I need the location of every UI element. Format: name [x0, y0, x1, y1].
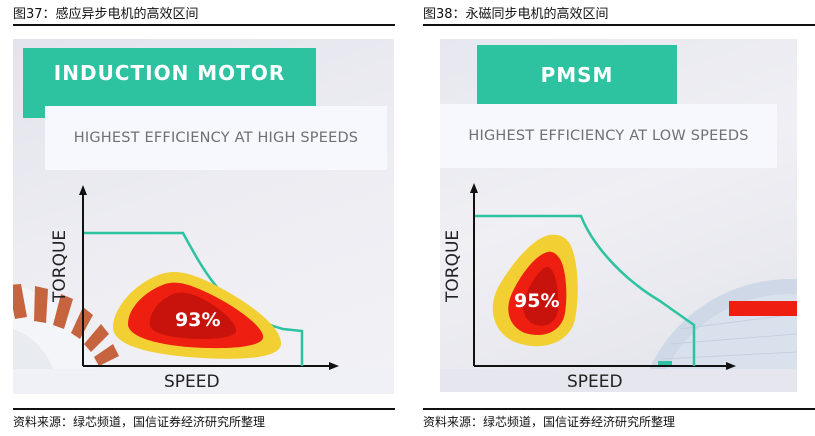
induction-motor-diagram — [13, 185, 394, 394]
title-rule-left — [13, 24, 395, 26]
pmsm-diagram — [440, 183, 797, 392]
figure-38-title: 图38：永磁同步电机的高效区间 — [423, 7, 609, 22]
speed-axis-label: SPEED — [164, 372, 220, 392]
efficiency-value: 93% — [175, 309, 221, 331]
speed-axis-label: SPEED — [567, 372, 623, 392]
title-rule-right — [423, 24, 815, 26]
figure-37-title: 图37：感应异步电机的高效区间 — [13, 7, 199, 22]
source-rule-right — [423, 408, 815, 410]
rotor-graphic-icon — [649, 279, 797, 369]
pmsm-panel: PMSM HIGHEST EFFICIENCY AT LOW SPEEDS TO… — [440, 39, 797, 392]
induction-motor-panel: INDUCTION MOTOR HIGHEST EFFICIENCY AT HI… — [13, 39, 394, 394]
figure-37-source: 资料来源：绿芯频道，国信证券经济研究所整理 — [13, 415, 266, 429]
pmsm-banner: PMSM — [477, 45, 677, 104]
torque-axis-label: TORQUE — [50, 229, 70, 302]
efficiency-value: 95% — [514, 290, 560, 312]
induction-motor-subtitle: HIGHEST EFFICIENCY AT HIGH SPEEDS — [45, 106, 387, 170]
source-rule-left — [13, 408, 395, 410]
stator-graphic-icon — [13, 284, 119, 369]
pmsm-subtitle: HIGHEST EFFICIENCY AT LOW SPEEDS — [440, 104, 777, 168]
torque-axis-label: TORQUE — [443, 229, 463, 302]
figure-38-source: 资料来源：绿芯频道，国信证券经济研究所整理 — [423, 415, 676, 429]
